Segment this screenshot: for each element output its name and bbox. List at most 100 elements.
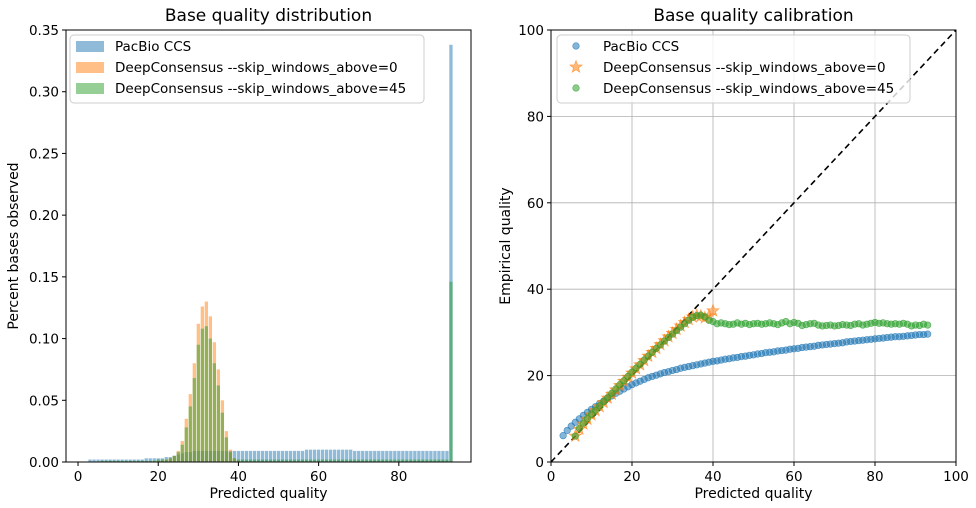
bar: [316, 449, 321, 462]
bar: [329, 459, 333, 462]
bar: [320, 459, 325, 462]
series-1-bars: [88, 44, 453, 463]
bar: [152, 458, 156, 462]
x-tick-label: 40: [704, 469, 721, 485]
bar: [393, 459, 397, 462]
bar: [369, 450, 373, 462]
bar: [280, 459, 285, 462]
y-tick-label: 80: [527, 109, 544, 125]
bar: [116, 459, 120, 462]
bar: [232, 458, 237, 462]
bar: [128, 460, 132, 462]
bar: [429, 450, 433, 462]
bar: [88, 459, 92, 462]
bar: [272, 459, 277, 462]
bar: [112, 460, 116, 462]
bar: [260, 459, 265, 462]
bar: [108, 459, 112, 462]
bar: [192, 378, 196, 462]
bar: [409, 459, 413, 462]
bar: [148, 458, 152, 462]
bar: [357, 459, 361, 462]
bar: [288, 450, 293, 462]
bar: [124, 459, 128, 462]
legend-label: DeepConsensus --skip_windows_above=45: [115, 81, 406, 97]
bar: [377, 450, 381, 462]
data-point: [559, 432, 567, 440]
bar: [252, 450, 257, 462]
y-tick-label: 0.15: [29, 270, 59, 286]
bar: [108, 460, 112, 462]
bar: [308, 449, 313, 462]
legend-marker: [568, 59, 584, 73]
plot-frame: [65, 29, 472, 463]
bar: [349, 449, 353, 462]
bar: [437, 450, 441, 462]
bar: [357, 450, 361, 462]
bar: [200, 328, 204, 462]
bar: [248, 450, 253, 462]
bar: [276, 459, 281, 462]
bar: [256, 450, 261, 462]
bar: [417, 450, 421, 462]
bar: [377, 459, 381, 462]
bar: [345, 459, 349, 462]
bar: [208, 338, 212, 462]
legend-label: DeepConsensus --skip_windows_above=0: [115, 60, 398, 76]
plot-frame: [550, 29, 957, 463]
bar: [236, 459, 241, 462]
bar: [449, 281, 453, 462]
bar: [132, 459, 136, 462]
bar: [329, 449, 333, 462]
series-1-points: [559, 330, 932, 440]
bar: [401, 450, 405, 462]
bar: [156, 459, 160, 462]
bar: [409, 450, 413, 462]
bar: [337, 459, 341, 462]
y-tick-label: 0.10: [29, 332, 59, 348]
legend: PacBio CCS DeepConsensus --skip_windows_a…: [69, 34, 425, 104]
bar: [341, 459, 345, 462]
legend-label: DeepConsensus --skip_windows_above=45: [603, 81, 894, 97]
series-3-bars: [100, 281, 453, 462]
bar: [212, 363, 217, 462]
y-tick-label: 40: [527, 282, 544, 298]
y-tick-label: 0.35: [29, 23, 59, 39]
bar: [284, 450, 289, 462]
x-tick-label: 60: [310, 469, 327, 485]
y-axis-label: Percent bases observed: [6, 162, 22, 329]
bar: [288, 459, 293, 462]
bar: [256, 459, 261, 462]
bar: [116, 460, 120, 462]
bar: [333, 459, 337, 462]
bar: [140, 459, 144, 462]
chart-title: Base quality calibration: [653, 6, 853, 26]
bar: [276, 450, 281, 462]
y-tick-label: 0.25: [29, 146, 59, 162]
bar: [413, 450, 417, 462]
bar: [308, 459, 313, 462]
chart-title: Base quality distribution: [165, 6, 372, 26]
bar: [353, 459, 357, 462]
bar: [152, 460, 156, 462]
x-tick-label: 20: [623, 469, 640, 485]
bar: [224, 437, 229, 462]
x-tick-label: 20: [150, 469, 167, 485]
bar: [184, 427, 188, 462]
bar: [421, 459, 425, 462]
bar: [244, 450, 249, 462]
bar: [373, 459, 377, 462]
x-tick-label: 40: [230, 469, 247, 485]
bar: [100, 460, 104, 462]
bar: [389, 450, 393, 462]
bar: [389, 459, 393, 462]
bar: [385, 459, 389, 462]
bar: [445, 459, 449, 462]
bar: [144, 458, 148, 462]
x-tick-label: 0: [547, 469, 556, 485]
bar: [417, 459, 421, 462]
bar: [405, 459, 409, 462]
calibration-chart: 0 20 40 60 80 100 0 20 40 60 80 100 Base quality cal…: [498, 6, 969, 502]
x-tick-label: 80: [390, 469, 407, 485]
bar: [325, 449, 329, 462]
